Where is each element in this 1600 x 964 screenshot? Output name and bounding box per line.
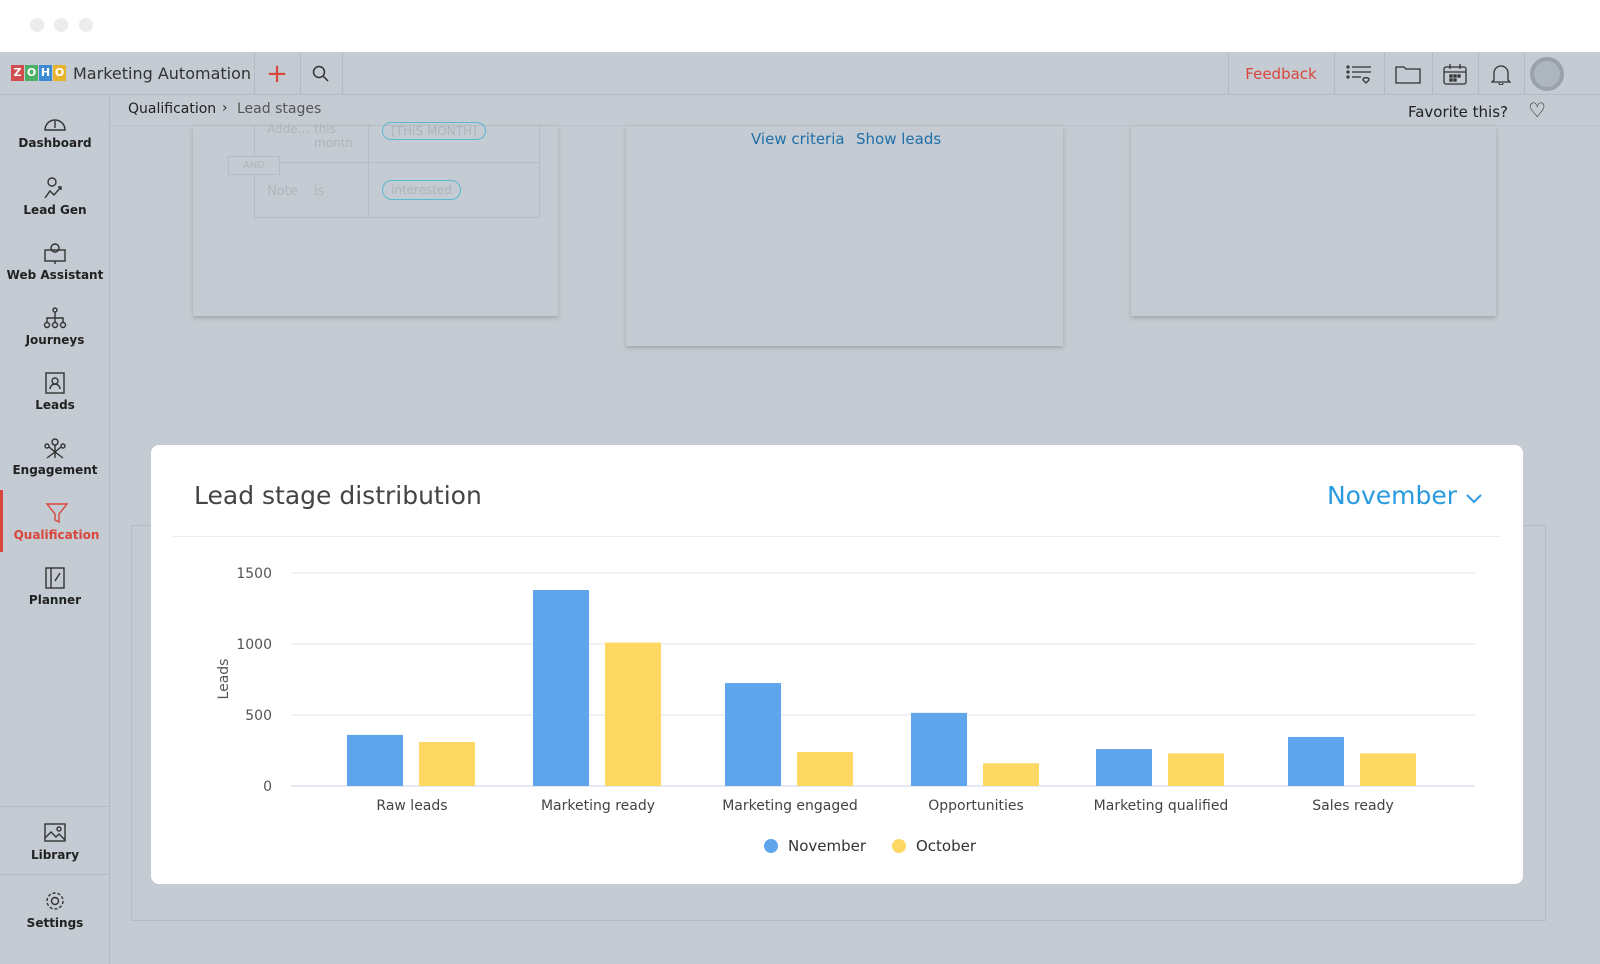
list-heart-icon [1346,64,1371,84]
sidebar-item-web-assistant[interactable]: Web Assistant [0,230,110,292]
sidebar-item-engagement[interactable]: Engagement [0,425,110,487]
bar-chart: 0 500 1000 1500 Leads Raw leads Marketing read… [216,566,1475,855]
sidebar-item-settings[interactable]: Settings [0,878,110,940]
library-icon [44,823,66,842]
notifications-button[interactable] [1478,52,1524,95]
legend-label-november[interactable]: November [788,837,867,855]
engagement-icon [44,438,66,459]
lead-stage-distribution-modal: Lead stage distribution November 0 500 100… [151,445,1523,884]
feedback-button[interactable]: Feedback [1245,64,1317,83]
modal-title: Lead stage distribution [194,481,482,510]
bar-november-opportunities[interactable] [911,712,967,786]
gear-icon [46,892,64,910]
legend-label-october[interactable]: October [916,837,977,855]
x-tick-label: Raw leads [376,798,447,814]
bar-october-marketing-qualified[interactable] [1168,753,1224,786]
bar-october-opportunities[interactable] [983,763,1039,786]
month-dropdown[interactable]: November [1327,481,1483,510]
window-maximize-button[interactable] [79,18,93,32]
view-criteria-link[interactable]: View criteria [751,130,845,148]
bar-november-marketing-qualified[interactable] [1096,749,1152,786]
window-close-button[interactable] [30,18,44,32]
favorites-list-button[interactable] [1334,52,1384,95]
bar-october-raw-leads[interactable] [419,741,475,786]
x-tick-label: Marketing ready [541,798,655,814]
add-button[interactable]: + [254,52,300,95]
x-tick-label: Marketing qualified [1094,798,1229,814]
bar-november-marketing-ready[interactable] [533,590,589,786]
lead-gen-icon [44,177,62,199]
x-tick-label: Opportunities [928,798,1024,814]
background-card-right [1131,126,1496,316]
avatar[interactable] [1528,52,1566,95]
y-axis-label: Leads [216,659,232,700]
chevron-right-icon: › [222,100,228,116]
folder-icon [1395,65,1421,84]
sidebar-item-dashboard[interactable]: Dashboard [0,100,110,162]
favorite-label: Favorite this? [1407,103,1508,121]
legend-marker-october [892,839,906,853]
sidebar-item-journeys[interactable]: Journeys [0,295,110,357]
bar-october-marketing-engaged[interactable] [797,751,853,786]
funnel-icon [45,503,68,524]
calendar-button[interactable] [1432,52,1478,95]
sidebar-item-library[interactable]: Library [0,810,110,872]
x-tick-label: Marketing engaged [722,798,858,814]
background-card-stage: View criteria Show leads [626,126,1063,346]
bar-november-sales-ready[interactable] [1288,737,1344,786]
app-title: Marketing Automation [73,63,252,83]
show-leads-link[interactable]: Show leads [856,130,942,148]
bar-november-raw-leads[interactable] [347,734,403,786]
window-titlebar [0,0,1600,52]
x-tick-label: Sales ready [1312,798,1394,814]
y-tick-label: 500 [245,708,272,724]
journeys-icon [43,307,67,329]
bar-october-sales-ready[interactable] [1360,753,1416,786]
window-minimize-button[interactable] [54,18,68,32]
breadcrumb-lead-stages: Lead stages [237,101,322,117]
y-tick-label: 1000 [236,637,272,653]
breadcrumb: Qualification › Lead stages Favorite thi… [110,95,1600,126]
web-assistant-icon [44,243,66,264]
sidebar-item-lead-gen[interactable]: Lead Gen [0,165,110,227]
chevron-down-icon [1466,494,1482,504]
heart-icon[interactable]: ♡ [1528,98,1546,122]
calendar-icon [1443,63,1467,85]
y-tick-label: 1500 [236,566,272,582]
breadcrumb-qualification[interactable]: Qualification [128,101,217,117]
folder-button[interactable] [1384,52,1432,95]
bar-november-marketing-engaged[interactable] [725,683,781,786]
dashboard-icon [44,119,66,131]
plus-icon: + [266,58,288,89]
search-button[interactable] [300,52,342,95]
sidebar-item-leads[interactable]: Leads [0,360,110,422]
search-icon [312,65,329,82]
bar-october-marketing-ready[interactable] [605,642,661,786]
background-card-criteria: Adde... this month [THIS MONTH] AND Note… [193,122,558,316]
sidebar-item-planner[interactable]: Planner [0,555,110,617]
sidebar-item-qualification[interactable]: Qualification [0,490,110,552]
sidebar: Dashboard Lead Gen Web Assistant Journey… [0,95,110,964]
legend-marker-november [764,839,778,853]
leads-icon [45,372,65,394]
planner-icon [45,567,65,589]
bell-icon [1491,64,1511,85]
y-tick-label: 0 [263,779,272,795]
